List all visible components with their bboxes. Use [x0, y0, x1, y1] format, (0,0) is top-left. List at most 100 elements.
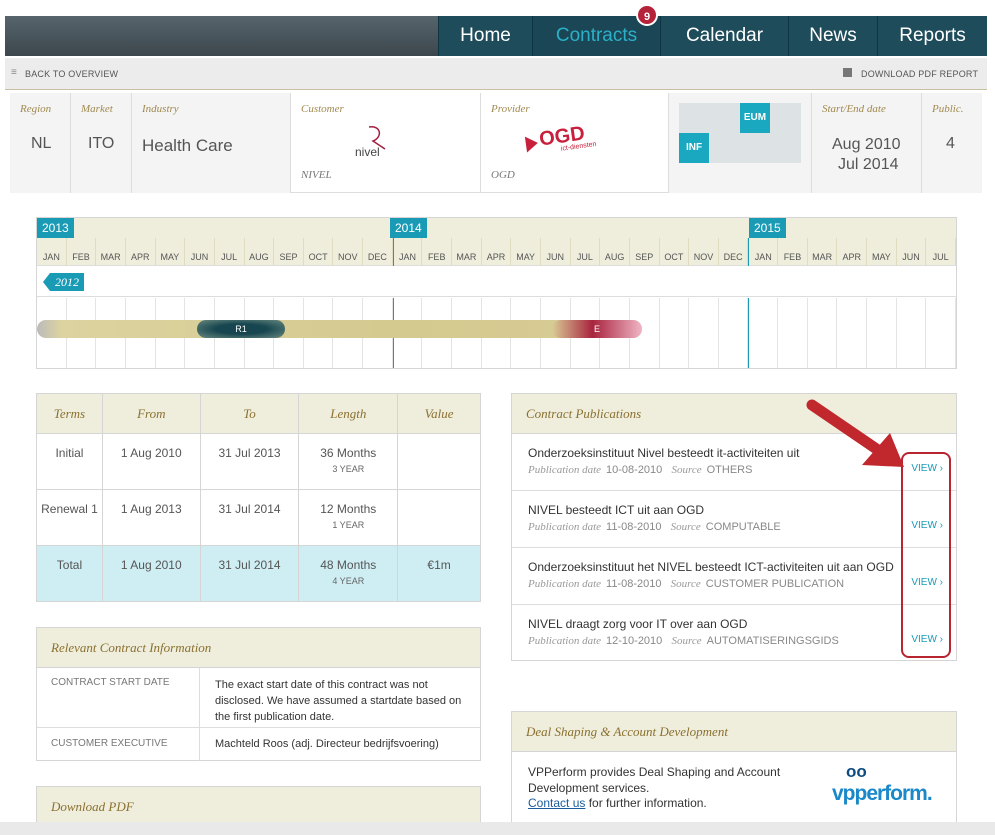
timeline-months: JAN FEB MAR APR MAY JUN JUL AUG SEP OCT NOV DEC JAN F… — [37, 238, 956, 266]
terms-table: Terms From To Length Value Initial 1 Aug… — [36, 393, 481, 602]
to-cell: 31 Jul 2014 — [199, 489, 300, 546]
publication-item: NIVEL besteedt ICT uit aan OGD Publicati… — [512, 491, 957, 548]
publication-title[interactable]: NIVEL draagt zorg voor IT over aan OGD — [528, 617, 748, 631]
month-label: JUL — [571, 238, 601, 266]
month-label: JAN — [392, 238, 423, 266]
month-label: JUN — [541, 238, 571, 266]
to-cell: 31 Jul 2014 — [199, 545, 300, 602]
view-button[interactable]: VIEW › — [911, 634, 943, 645]
public-label: Public. — [932, 103, 964, 115]
col-value: Value — [397, 393, 481, 434]
nav-reports[interactable]: Reports — [877, 16, 987, 56]
month-label: FEB — [422, 238, 453, 266]
view-button[interactable]: VIEW › — [911, 577, 943, 588]
month-label: APR — [837, 238, 868, 266]
month-gridline — [630, 298, 660, 368]
industry-label: Industry — [142, 103, 179, 115]
length-cell: 48 Months 4 YEAR — [298, 545, 399, 602]
contract-timeline: 2013 2014 2015 JAN FEB MAR APR MAY JUN JUL AUG S… — [36, 217, 957, 369]
deal-shaping-title: Deal Shaping & Account Development — [512, 712, 956, 752]
month-gridline — [926, 298, 956, 368]
public-value: 4 — [946, 135, 955, 152]
view-button[interactable]: VIEW › — [911, 463, 943, 474]
view-button[interactable]: VIEW › — [911, 520, 943, 531]
vpperform-logo: oo vpperform. — [832, 762, 933, 805]
pdf-icon — [843, 68, 852, 77]
month-label: SEP — [274, 238, 304, 266]
contact-us-link[interactable]: Contact us — [528, 796, 586, 810]
year-2014: 2014 — [390, 218, 427, 238]
col-terms: Terms — [36, 393, 103, 434]
month-gridline — [867, 298, 897, 368]
end-marker[interactable]: E — [552, 320, 642, 338]
month-label: JAN — [37, 238, 67, 266]
month-label: FEB — [67, 238, 97, 266]
month-label: JUN — [185, 238, 215, 266]
month-label: MAR — [452, 238, 482, 266]
relevant-contract-info-panel: Relevant Contract Information CONTRACT S… — [36, 627, 481, 761]
market-value: ITO — [88, 135, 115, 152]
year-2015: 2015 — [749, 218, 786, 238]
from-cell: 1 Aug 2013 — [101, 489, 201, 546]
from-cell: 1 Aug 2010 — [101, 433, 201, 490]
month-gridline — [660, 298, 690, 368]
dates-label: Start/End date — [822, 103, 886, 115]
nav-home[interactable]: Home — [438, 16, 532, 56]
download-pdf-report-link[interactable]: DOWNLOAD PDF REPORT — [861, 69, 979, 79]
provider-name: OGD — [491, 169, 515, 181]
relevant-info-title: Relevant Contract Information — [37, 628, 480, 668]
month-label: JAN — [748, 238, 779, 266]
month-label: NOV — [333, 238, 364, 266]
col-to: To — [199, 393, 300, 434]
contract-info-strip: Region NL Market ITO Industry Health Care C… — [10, 93, 982, 193]
contract-duration-bar — [37, 320, 642, 338]
publication-item: Onderzoeksinstituut het NIVEL besteedt I… — [512, 548, 957, 605]
publication-title[interactable]: Onderzoeksinstituut het NIVEL besteedt I… — [528, 560, 894, 574]
publication-title[interactable]: Onderzoeksinstituut Nivel besteedt it-ac… — [528, 446, 800, 460]
table-row: Renewal 1 1 Aug 2013 31 Jul 2014 12 Mont… — [36, 489, 481, 546]
month-label: MAR — [96, 238, 126, 266]
value-cell — [397, 489, 481, 546]
month-label: OCT — [304, 238, 334, 266]
month-label: NOV — [689, 238, 719, 266]
service-tower-grid: EUM INF — [679, 103, 801, 163]
back-to-overview-link[interactable]: BACK TO OVERVIEW — [25, 69, 119, 79]
nav-calendar[interactable]: Calendar — [660, 16, 788, 56]
customer-executive-key: CUSTOMER EXECUTIVE — [51, 738, 168, 749]
top-navigation: Home Contracts Calendar News Reports — [5, 16, 987, 56]
col-from: From — [101, 393, 201, 434]
length-cell: 12 Months 1 YEAR — [298, 489, 399, 546]
month-label: OCT — [660, 238, 690, 266]
renewal-r1-marker[interactable]: R1 — [197, 320, 285, 338]
table-row: Initial 1 Aug 2010 31 Jul 2013 36 Months… — [36, 433, 481, 490]
month-gridline — [778, 298, 808, 368]
highlight-box — [901, 452, 951, 658]
list-icon: ≡ — [11, 67, 18, 78]
term-cell: Renewal 1 — [36, 489, 103, 546]
industry-value: Health Care — [142, 136, 233, 155]
annotation-arrow-icon — [806, 399, 904, 467]
month-gridline — [897, 298, 927, 368]
contract-publications-panel: Contract Publications Onderzoeksinstituu… — [511, 393, 957, 661]
market-label: Market — [81, 103, 113, 115]
tag-eum: EUM — [740, 103, 770, 133]
from-cell: 1 Aug 2010 — [101, 545, 201, 602]
month-label: AUG — [600, 238, 630, 266]
publication-title[interactable]: NIVEL besteedt ICT uit aan OGD — [528, 503, 705, 517]
deal-shaping-contact: Contact us for further information. — [528, 796, 707, 810]
customer-executive-value: Machteld Roos (adj. Directeur bedrijfsvo… — [215, 738, 439, 750]
timeline-years: 2013 2014 2015 — [37, 218, 956, 238]
month-label: MAR — [808, 238, 838, 266]
tag-inf: INF — [679, 133, 709, 163]
month-label: SEP — [630, 238, 660, 266]
month-label: FEB — [778, 238, 808, 266]
nav-news[interactable]: News — [788, 16, 877, 56]
prev-year-button[interactable]: 2012 — [50, 273, 84, 291]
year-2013: 2013 — [37, 218, 74, 238]
customer-label: Customer — [301, 103, 344, 115]
start-date-key: CONTRACT START DATE — [51, 677, 170, 688]
month-label: DEC — [719, 238, 749, 266]
start-date: Aug 2010 — [832, 136, 901, 153]
download-pdf-title[interactable]: Download PDF — [37, 787, 480, 827]
length-cell: 36 Months 3 YEAR — [298, 433, 399, 490]
